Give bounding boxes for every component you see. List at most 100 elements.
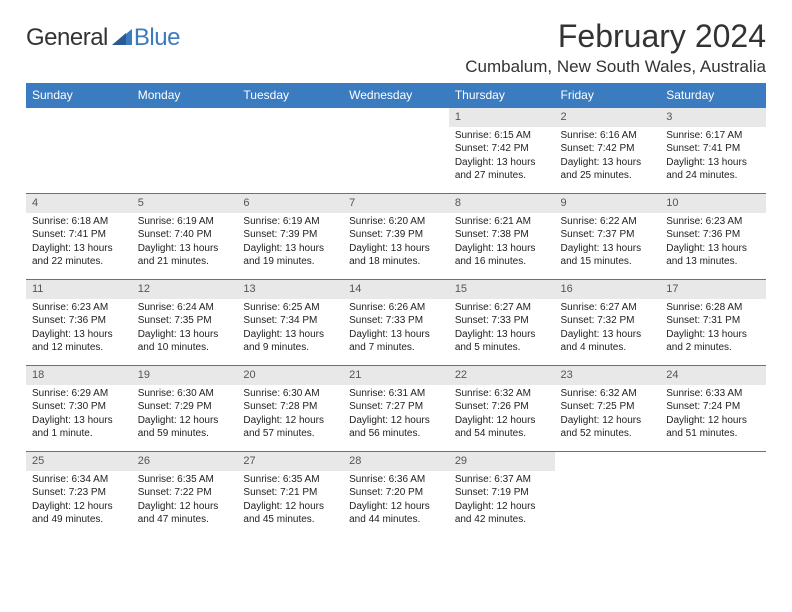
info-line: Daylight: 13 hours	[349, 328, 443, 342]
calendar-cell: 7Sunrise: 6:20 AMSunset: 7:39 PMDaylight…	[343, 194, 449, 280]
day-number: 8	[449, 194, 555, 213]
info-line: Daylight: 12 hours	[243, 414, 337, 428]
calendar-cell	[237, 108, 343, 194]
day-info: Sunrise: 6:33 AMSunset: 7:24 PMDaylight:…	[660, 385, 766, 445]
info-line: Sunrise: 6:27 AM	[561, 301, 655, 315]
info-line: and 47 minutes.	[138, 513, 232, 527]
day-number: 2	[555, 108, 661, 127]
day-number: 3	[660, 108, 766, 127]
info-line: Daylight: 13 hours	[138, 328, 232, 342]
info-line: Sunset: 7:33 PM	[455, 314, 549, 328]
day-info: Sunrise: 6:22 AMSunset: 7:37 PMDaylight:…	[555, 213, 661, 273]
info-line: Sunset: 7:35 PM	[138, 314, 232, 328]
info-line: Daylight: 13 hours	[666, 156, 760, 170]
info-line: Daylight: 13 hours	[138, 242, 232, 256]
info-line: Sunrise: 6:30 AM	[138, 387, 232, 401]
day-number: 13	[237, 280, 343, 299]
info-line: Sunset: 7:42 PM	[455, 142, 549, 156]
info-line: Daylight: 13 hours	[666, 242, 760, 256]
day-info: Sunrise: 6:21 AMSunset: 7:38 PMDaylight:…	[449, 213, 555, 273]
day-info: Sunrise: 6:23 AMSunset: 7:36 PMDaylight:…	[660, 213, 766, 273]
calendar-cell: 18Sunrise: 6:29 AMSunset: 7:30 PMDayligh…	[26, 366, 132, 452]
calendar-cell	[555, 452, 661, 538]
day-info: Sunrise: 6:26 AMSunset: 7:33 PMDaylight:…	[343, 299, 449, 359]
info-line: Daylight: 13 hours	[349, 242, 443, 256]
info-line: and 59 minutes.	[138, 427, 232, 441]
info-line: Sunset: 7:41 PM	[666, 142, 760, 156]
info-line: Sunrise: 6:34 AM	[32, 473, 126, 487]
calendar-cell: 29Sunrise: 6:37 AMSunset: 7:19 PMDayligh…	[449, 452, 555, 538]
info-line: Sunrise: 6:16 AM	[561, 129, 655, 143]
calendar-cell: 6Sunrise: 6:19 AMSunset: 7:39 PMDaylight…	[237, 194, 343, 280]
info-line: Daylight: 13 hours	[561, 328, 655, 342]
info-line: Sunset: 7:29 PM	[138, 400, 232, 414]
day-info: Sunrise: 6:32 AMSunset: 7:26 PMDaylight:…	[449, 385, 555, 445]
info-line: Sunrise: 6:21 AM	[455, 215, 549, 229]
calendar-cell: 14Sunrise: 6:26 AMSunset: 7:33 PMDayligh…	[343, 280, 449, 366]
info-line: Daylight: 13 hours	[666, 328, 760, 342]
info-line: and 12 minutes.	[32, 341, 126, 355]
info-line: Sunrise: 6:29 AM	[32, 387, 126, 401]
info-line: and 18 minutes.	[349, 255, 443, 269]
day-number: 10	[660, 194, 766, 213]
info-line: Sunrise: 6:33 AM	[666, 387, 760, 401]
day-number: 14	[343, 280, 449, 299]
day-number: 18	[26, 366, 132, 385]
info-line: Sunset: 7:40 PM	[138, 228, 232, 242]
info-line: Sunset: 7:19 PM	[455, 486, 549, 500]
day-number: 29	[449, 452, 555, 471]
info-line: and 56 minutes.	[349, 427, 443, 441]
header: General Blue February 2024 Cumbalum, New…	[26, 18, 766, 77]
info-line: and 9 minutes.	[243, 341, 337, 355]
calendar-cell: 11Sunrise: 6:23 AMSunset: 7:36 PMDayligh…	[26, 280, 132, 366]
day-info: Sunrise: 6:17 AMSunset: 7:41 PMDaylight:…	[660, 127, 766, 187]
day-info: Sunrise: 6:27 AMSunset: 7:33 PMDaylight:…	[449, 299, 555, 359]
calendar-cell	[132, 108, 238, 194]
info-line: and 57 minutes.	[243, 427, 337, 441]
calendar-cell: 10Sunrise: 6:23 AMSunset: 7:36 PMDayligh…	[660, 194, 766, 280]
calendar-table: SundayMondayTuesdayWednesdayThursdayFrid…	[26, 83, 766, 538]
day-number: 1	[449, 108, 555, 127]
info-line: and 19 minutes.	[243, 255, 337, 269]
info-line: Daylight: 12 hours	[138, 414, 232, 428]
day-info: Sunrise: 6:18 AMSunset: 7:41 PMDaylight:…	[26, 213, 132, 273]
info-line: Sunset: 7:39 PM	[349, 228, 443, 242]
weekday-header: Saturday	[660, 83, 766, 108]
calendar-cell: 13Sunrise: 6:25 AMSunset: 7:34 PMDayligh…	[237, 280, 343, 366]
calendar-cell: 26Sunrise: 6:35 AMSunset: 7:22 PMDayligh…	[132, 452, 238, 538]
day-number: 21	[343, 366, 449, 385]
day-info: Sunrise: 6:30 AMSunset: 7:28 PMDaylight:…	[237, 385, 343, 445]
info-line: and 4 minutes.	[561, 341, 655, 355]
logo-general-text: General	[26, 24, 108, 52]
day-info: Sunrise: 6:20 AMSunset: 7:39 PMDaylight:…	[343, 213, 449, 273]
weekday-header: Wednesday	[343, 83, 449, 108]
info-line: Daylight: 13 hours	[243, 242, 337, 256]
weekday-header-row: SundayMondayTuesdayWednesdayThursdayFrid…	[26, 83, 766, 108]
calendar-cell: 8Sunrise: 6:21 AMSunset: 7:38 PMDaylight…	[449, 194, 555, 280]
logo-triangle-icon	[112, 27, 132, 50]
info-line: Sunset: 7:33 PM	[349, 314, 443, 328]
day-info: Sunrise: 6:34 AMSunset: 7:23 PMDaylight:…	[26, 471, 132, 531]
calendar-cell: 28Sunrise: 6:36 AMSunset: 7:20 PMDayligh…	[343, 452, 449, 538]
calendar-cell: 4Sunrise: 6:18 AMSunset: 7:41 PMDaylight…	[26, 194, 132, 280]
info-line: and 44 minutes.	[349, 513, 443, 527]
info-line: and 27 minutes.	[455, 169, 549, 183]
info-line: Sunset: 7:31 PM	[666, 314, 760, 328]
day-number: 19	[132, 366, 238, 385]
info-line: and 54 minutes.	[455, 427, 549, 441]
weekday-header: Monday	[132, 83, 238, 108]
calendar-cell: 12Sunrise: 6:24 AMSunset: 7:35 PMDayligh…	[132, 280, 238, 366]
info-line: Daylight: 12 hours	[561, 414, 655, 428]
info-line: Sunset: 7:28 PM	[243, 400, 337, 414]
calendar-cell: 9Sunrise: 6:22 AMSunset: 7:37 PMDaylight…	[555, 194, 661, 280]
info-line: and 21 minutes.	[138, 255, 232, 269]
day-info: Sunrise: 6:29 AMSunset: 7:30 PMDaylight:…	[26, 385, 132, 445]
info-line: Daylight: 12 hours	[455, 500, 549, 514]
info-line: Sunset: 7:24 PM	[666, 400, 760, 414]
day-number: 15	[449, 280, 555, 299]
day-info: Sunrise: 6:16 AMSunset: 7:42 PMDaylight:…	[555, 127, 661, 187]
info-line: Sunrise: 6:30 AM	[243, 387, 337, 401]
day-info: Sunrise: 6:35 AMSunset: 7:22 PMDaylight:…	[132, 471, 238, 531]
info-line: Daylight: 13 hours	[455, 242, 549, 256]
info-line: Daylight: 12 hours	[138, 500, 232, 514]
